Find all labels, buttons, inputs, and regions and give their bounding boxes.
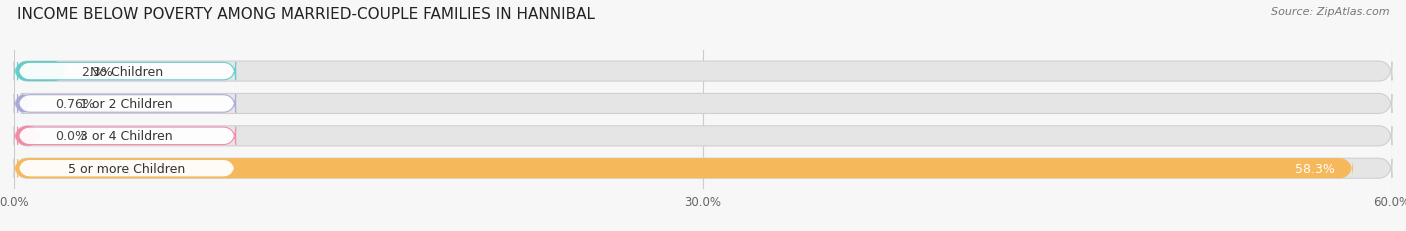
Text: 3 or 4 Children: 3 or 4 Children xyxy=(80,130,173,143)
Text: 2.3%: 2.3% xyxy=(80,65,112,78)
FancyBboxPatch shape xyxy=(14,62,1392,82)
FancyBboxPatch shape xyxy=(14,62,67,82)
Text: 1 or 2 Children: 1 or 2 Children xyxy=(80,97,173,110)
FancyBboxPatch shape xyxy=(17,95,236,113)
FancyBboxPatch shape xyxy=(14,94,1392,114)
FancyBboxPatch shape xyxy=(14,126,1392,146)
FancyBboxPatch shape xyxy=(14,126,42,146)
Text: 5 or more Children: 5 or more Children xyxy=(67,162,186,175)
Text: No Children: No Children xyxy=(90,65,163,78)
FancyBboxPatch shape xyxy=(17,159,236,177)
FancyBboxPatch shape xyxy=(14,158,1353,179)
FancyBboxPatch shape xyxy=(14,158,1392,179)
Text: Source: ZipAtlas.com: Source: ZipAtlas.com xyxy=(1271,7,1389,17)
Text: 0.0%: 0.0% xyxy=(55,130,87,143)
FancyBboxPatch shape xyxy=(17,63,236,81)
Text: 0.76%: 0.76% xyxy=(55,97,96,110)
FancyBboxPatch shape xyxy=(17,127,236,145)
Text: 58.3%: 58.3% xyxy=(1295,162,1334,175)
FancyBboxPatch shape xyxy=(14,94,31,114)
Text: INCOME BELOW POVERTY AMONG MARRIED-COUPLE FAMILIES IN HANNIBAL: INCOME BELOW POVERTY AMONG MARRIED-COUPL… xyxy=(17,7,595,22)
